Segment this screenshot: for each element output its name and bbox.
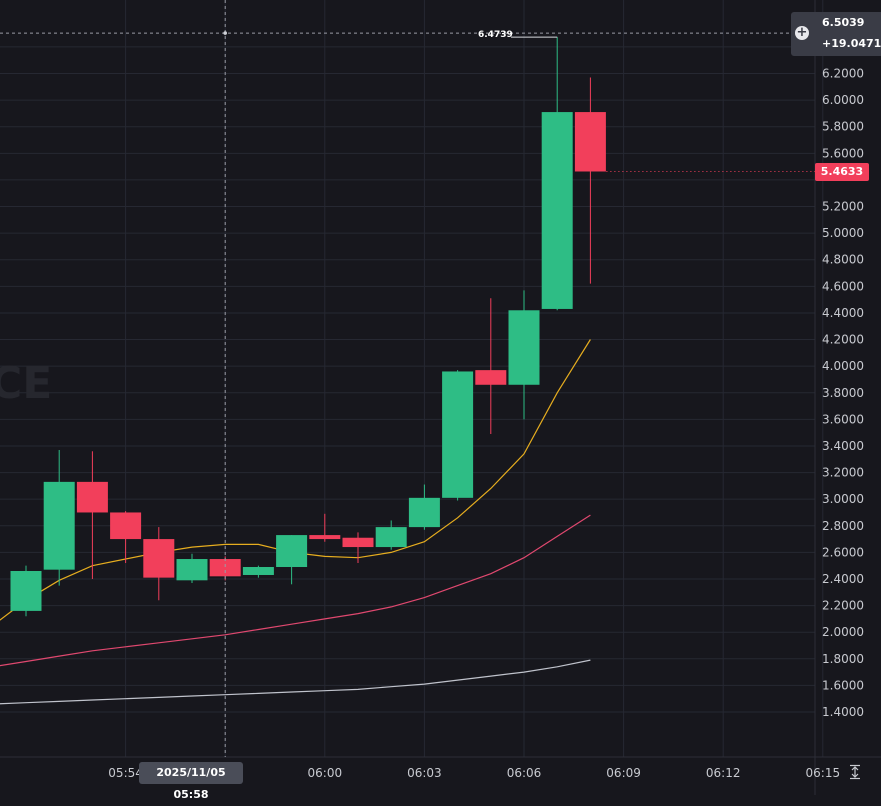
candle-body: [375, 527, 407, 548]
y-tick-label: 3.2000: [822, 466, 864, 480]
y-tick-label: 3.0000: [822, 492, 864, 506]
crosshair-point: [223, 31, 227, 35]
candles: [10, 37, 606, 617]
y-tick-label: 5.0000: [822, 226, 864, 240]
y-tick-label: 6.2000: [822, 67, 864, 81]
y-tick-label: 5.8000: [822, 120, 864, 134]
watermark: CE: [0, 358, 53, 409]
x-tick-label: 06:09: [606, 766, 641, 780]
auto-scale-icon[interactable]: [848, 764, 862, 780]
y-tick-label: 2.6000: [822, 545, 864, 559]
y-tick-label: 2.2000: [822, 599, 864, 613]
candle: [143, 527, 175, 601]
moving-average-lines: [0, 339, 591, 705]
y-tick-label: 2.8000: [822, 519, 864, 533]
x-tick-label: 06:15: [806, 766, 841, 780]
price-axis[interactable]: 6.2000 6.0000 5.8000 5.6000 5.2000 5.0000 4.80…: [822, 67, 864, 720]
y-tick-label: 2.0000: [822, 625, 864, 639]
y-tick-label: 3.8000: [822, 386, 864, 400]
candle-body: [110, 512, 142, 540]
candle-body: [309, 535, 341, 540]
candle: [242, 565, 274, 578]
y-tick-label: 1.4000: [822, 705, 864, 719]
moving-average-line: [0, 514, 591, 667]
y-tick-label: 2.4000: [822, 572, 864, 586]
candle: [508, 290, 540, 420]
candle-body: [176, 559, 208, 581]
candle: [309, 513, 341, 542]
candle: [475, 298, 507, 434]
candle-body: [475, 370, 507, 385]
candle-body: [408, 497, 440, 528]
candle: [276, 535, 308, 585]
y-tick-label: 1.8000: [822, 652, 864, 666]
y-tick-label: 4.6000: [822, 279, 864, 293]
plus-circle-icon[interactable]: +: [795, 25, 809, 40]
candle: [342, 532, 374, 564]
candle-body: [43, 481, 75, 570]
candle: [541, 37, 573, 311]
overlays: [0, 0, 815, 757]
crosshair-change: +19.0471%: [822, 37, 881, 50]
candle-body: [541, 112, 573, 309]
y-tick-label: 6.0000: [822, 93, 864, 107]
x-tick-label: 06:06: [507, 766, 542, 780]
y-tick-label: 4.4000: [822, 306, 864, 320]
crosshair-price-panel: + 6.5039 +19.0471%: [791, 12, 881, 56]
y-tick-label: 3.6000: [822, 412, 864, 426]
candle-body: [242, 567, 274, 575]
moving-average-line: [0, 659, 591, 705]
crosshair-time-tag: 2025/11/05 05:58: [139, 762, 243, 801]
high-price-label: 6.4739: [478, 30, 513, 40]
candle: [574, 77, 606, 284]
y-tick-label: 3.4000: [822, 439, 864, 453]
candle: [442, 370, 474, 501]
x-tick-label: 06:00: [308, 766, 343, 780]
candle: [110, 511, 142, 564]
candle: [10, 565, 42, 617]
y-tick-label: 4.2000: [822, 333, 864, 347]
candle-body: [209, 559, 241, 577]
x-tick-label: 06:12: [706, 766, 741, 780]
candle-body: [10, 570, 42, 611]
candle-body: [442, 371, 474, 498]
y-tick-label: 5.2000: [822, 200, 864, 214]
candle-body: [574, 112, 606, 172]
y-tick-label: 1.6000: [822, 678, 864, 692]
candle: [176, 553, 208, 583]
y-tick-label: 4.0000: [822, 359, 864, 373]
candle-body: [508, 310, 540, 385]
crosshair-price: 6.5039: [822, 16, 865, 29]
candle-body: [342, 537, 374, 548]
x-tick-label: 05:54: [108, 766, 143, 780]
candle-body: [143, 539, 175, 578]
y-tick-label: 5.6000: [822, 146, 864, 160]
candle: [76, 451, 108, 579]
candle-body: [76, 481, 108, 513]
candle: [375, 520, 407, 550]
candle: [43, 449, 75, 586]
last-price-tag: 5.4633: [815, 163, 869, 181]
x-tick-label: 06:03: [407, 766, 442, 780]
candle: [408, 484, 440, 530]
candle-body: [276, 535, 308, 568]
y-tick-label: 4.8000: [822, 253, 864, 267]
time-axis[interactable]: 05:54 06:00 06:03 06:06 06:09 06:12 06:15: [108, 766, 840, 780]
